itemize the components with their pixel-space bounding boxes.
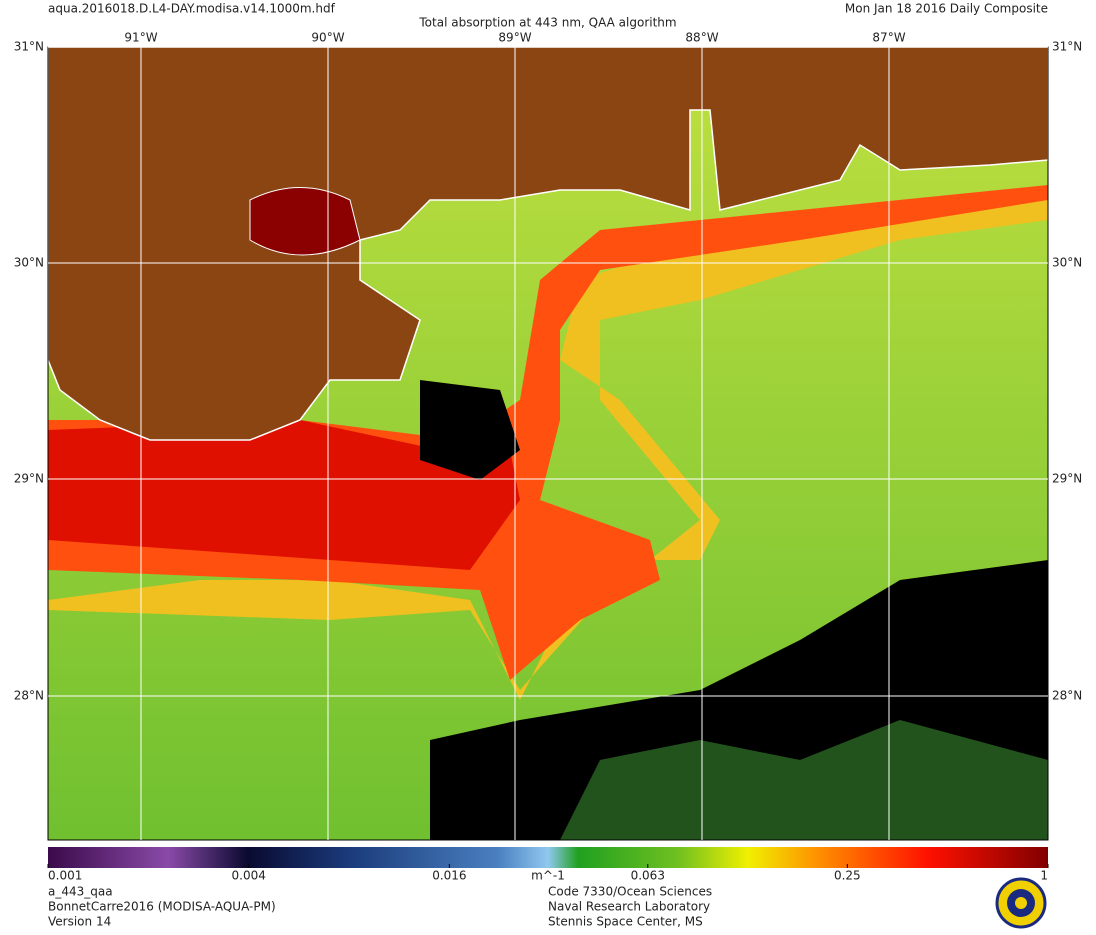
colorbar-tick-label: 0.004 <box>232 869 266 883</box>
filename: aqua.2016018.D.L4-DAY.modisa.v14.1000m.h… <box>48 2 336 16</box>
latitude-label: 28°N <box>1052 689 1082 703</box>
footer-left: a_443_qaa <box>48 885 113 899</box>
latitude-label: 30°N <box>1052 256 1082 270</box>
colorbar-tick-label: 0.001 <box>48 869 82 883</box>
longitude-label: 88°W <box>685 31 718 45</box>
footer-left: Version 14 <box>48 915 111 929</box>
plume-core <box>48 420 520 570</box>
dark-water <box>420 380 520 480</box>
latitude-label: 29°N <box>14 472 44 486</box>
colorbar-tick-label: 0.25 <box>834 869 861 883</box>
colorbar-tick-label: 0.063 <box>631 869 665 883</box>
speckle <box>560 720 1048 840</box>
land <box>47 46 1049 441</box>
footer-right: Stennis Space Center, MS <box>548 915 703 929</box>
latitude-label: 30°N <box>14 256 44 270</box>
latitude-label: 28°N <box>14 689 44 703</box>
date: Mon Jan 18 2016 Daily Composite <box>845 2 1048 16</box>
colorbar-tick-label: 0.016 <box>432 869 466 883</box>
footer-left: BonnetCarre2016 (MODISA-AQUA-PM) <box>48 900 276 914</box>
latitude-label: 29°N <box>1052 472 1082 486</box>
latitude-label: 31°N <box>1052 40 1082 54</box>
footer-right: Naval Research Laboratory <box>548 900 710 914</box>
logo <box>995 877 1047 929</box>
footer-right: Code 7330/Ocean Sciences <box>548 885 712 899</box>
title: Total absorption at 443 nm, QAA algorith… <box>418 16 676 30</box>
longitude-label: 87°W <box>872 31 905 45</box>
colorbar-unit: m^-1 <box>531 869 565 883</box>
longitude-label: 91°W <box>124 31 157 45</box>
map <box>47 46 1049 841</box>
lake <box>249 187 361 256</box>
latitude-label: 31°N <box>14 40 44 54</box>
colorbar-tick-label: 1 <box>1040 869 1048 883</box>
colorbar <box>48 847 1048 868</box>
longitude-label: 89°W <box>498 31 531 45</box>
longitude-label: 90°W <box>311 31 344 45</box>
graticule <box>48 46 1048 840</box>
